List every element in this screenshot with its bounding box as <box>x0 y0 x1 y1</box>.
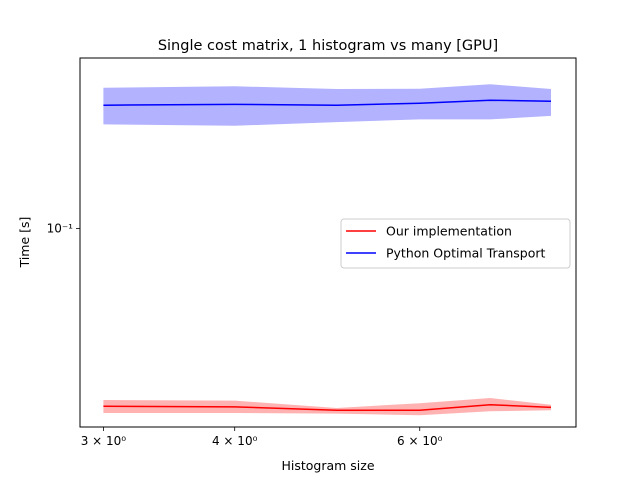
y-axis-ticks: 10⁻¹ <box>47 221 80 235</box>
x-tick-label: 3 × 10⁰ <box>81 434 127 448</box>
legend: Our implementation Python Optimal Transpo… <box>340 218 571 269</box>
x-tick-label: 4 × 10⁰ <box>212 434 258 448</box>
legend-label-0: Our implementation <box>386 224 512 239</box>
chart-title: Single cost matrix, 1 histogram vs many … <box>158 38 498 54</box>
plot-frame <box>79 57 577 428</box>
series-0-line <box>103 403 552 411</box>
legend-box <box>340 218 571 269</box>
y-tick-label: 10⁻¹ <box>47 221 74 235</box>
x-tick-label: 6 × 10⁰ <box>397 434 443 448</box>
series-1-line <box>103 99 552 106</box>
series-0-band <box>103 398 552 416</box>
series-lines <box>103 99 552 411</box>
y-axis-label: Time [s] <box>17 217 32 269</box>
x-axis-label: Histogram size <box>281 458 374 473</box>
x-axis-ticks: 3 × 10⁰ 4 × 10⁰ 6 × 10⁰ <box>81 427 443 448</box>
legend-label-1: Python Optimal Transport <box>386 246 545 261</box>
